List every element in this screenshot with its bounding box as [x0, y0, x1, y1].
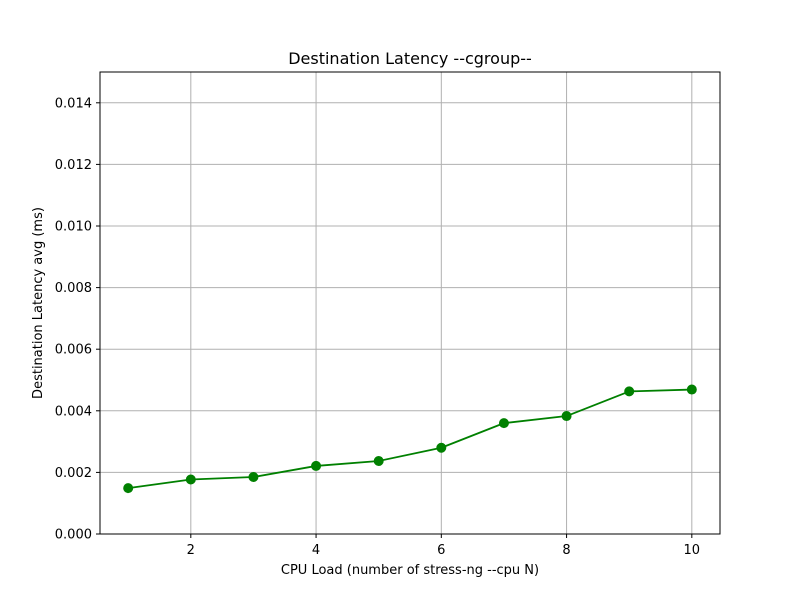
- series-line: [128, 388, 692, 490]
- x-tick-label: 4: [312, 543, 320, 558]
- y-tick-label: 0.010: [55, 220, 92, 235]
- y-tick-label: 0.014: [55, 96, 92, 111]
- x-tick-label: 2: [187, 543, 195, 558]
- y-tick-label: 0.000: [55, 528, 92, 543]
- y-tick-label: 0.004: [55, 404, 92, 419]
- x-axis-ticks: 2 4 6 8 10: [187, 534, 700, 558]
- plot-frame: [99, 71, 721, 535]
- x-axis-label: CPU Load (number of stress-ng --cpu N): [281, 563, 539, 578]
- y-tick-label: 0.012: [55, 158, 92, 173]
- data-point: [498, 418, 509, 429]
- x-tick-label: 6: [437, 543, 445, 558]
- x-tick-label: 10: [684, 543, 701, 558]
- data-point: [624, 386, 635, 397]
- data-point: [686, 384, 697, 395]
- y-tick-label: 0.008: [55, 281, 92, 296]
- series-layer: [123, 384, 697, 494]
- data-point: [123, 483, 134, 494]
- y-tick-label: 0.002: [55, 466, 92, 481]
- y-axis-ticks: 0.000 0.002 0.004 0.006 0.008 0.010 0.012 0.014: [55, 96, 100, 543]
- data-point: [436, 442, 447, 453]
- y-tick-label: 0.006: [55, 343, 92, 358]
- y-axis-label: Destination Latency avg (ms): [31, 207, 46, 399]
- data-point: [561, 411, 572, 422]
- grid: [100, 72, 720, 535]
- data-point: [311, 460, 322, 471]
- data-point: [185, 474, 196, 485]
- data-point: [373, 456, 384, 467]
- chart-title: Destination Latency --cgroup--: [288, 49, 532, 68]
- data-point: [248, 472, 259, 483]
- plot-area-background: [100, 72, 720, 534]
- x-tick-label: 8: [562, 543, 570, 558]
